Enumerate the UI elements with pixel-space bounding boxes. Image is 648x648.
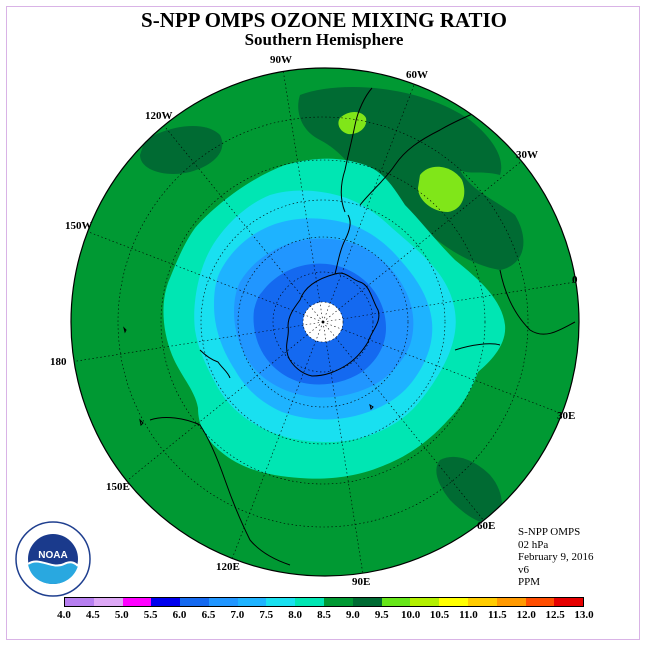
longitude-label: 180	[50, 356, 67, 368]
legend-tick-label: 13.0	[574, 609, 594, 621]
contour-9-5-a	[338, 112, 367, 135]
longitude-label: 30E	[557, 410, 576, 422]
legend-swatch	[93, 598, 123, 606]
color-legend-ticks: 4.0 4.5 5.0 5.5 6.0 6.5 7.0 7.5 8.0 8.5 9.0 9.5 10.0…	[57, 607, 594, 623]
legend-swatch	[352, 598, 382, 606]
legend-swatch	[180, 598, 209, 606]
legend-tick-label: 5.5	[143, 609, 158, 621]
island-2	[123, 326, 127, 334]
legend-swatch	[237, 598, 267, 606]
legend-swatch	[65, 598, 94, 606]
legend-tick-label: 7.0	[230, 609, 245, 621]
info-product: S-NPP OMPS	[518, 526, 581, 538]
figure-title: S-NPP OMPS OZONE MIXING RATIO	[141, 8, 507, 32]
new-zealand-coast	[199, 349, 231, 379]
product-info: S-NPP OMPS 02 hPa February 9, 2016 v6 PP…	[518, 526, 593, 589]
legend-tick-label: 11.0	[459, 609, 478, 621]
contour-9-0-upper-left	[140, 125, 223, 175]
map-boundary	[70, 67, 580, 577]
legend-swatch	[467, 598, 497, 606]
info-date: February 9, 2016	[518, 551, 594, 563]
graticule	[72, 71, 574, 573]
legend-swatch	[410, 598, 440, 606]
lat-circle-6	[117, 116, 529, 528]
longitude-label: 120W	[145, 110, 173, 122]
legend-tick-label: 12.5	[545, 609, 565, 621]
island-3	[369, 403, 374, 410]
legend-swatch	[525, 598, 555, 606]
africa-coast	[454, 269, 576, 351]
legend-tick-label: 11.5	[488, 609, 507, 621]
longitude-label: 60W	[406, 69, 428, 81]
longitude-label: 120E	[216, 561, 240, 573]
legend-swatch	[295, 598, 325, 606]
lat-circle-4	[200, 199, 446, 445]
figure-subtitle: Southern Hemisphere	[244, 30, 404, 49]
longitude-label: 30W	[516, 149, 538, 161]
legend-tick-label: 6.0	[172, 609, 187, 621]
legend-tick-label: 4.5	[86, 609, 100, 621]
noaa-logo-text: NOAA	[38, 550, 67, 561]
info-level: 02 hPa	[518, 538, 549, 551]
legend-tick-label: 8.5	[317, 609, 331, 621]
legend-tick-label: 6.5	[201, 609, 216, 621]
legend-swatch	[439, 598, 468, 606]
lat-circle-1	[302, 301, 344, 343]
figure-frame	[6, 6, 640, 640]
legend-swatch	[496, 598, 526, 606]
lat-circle-3	[237, 236, 409, 408]
legend-tick-label: 9.0	[346, 609, 360, 621]
longitude-label: 90W	[270, 54, 292, 66]
legend-tick-label: 4.0	[57, 609, 71, 621]
longitude-label: 150W	[65, 220, 93, 232]
legend-swatch	[554, 598, 584, 606]
legend-tick-label: 8.0	[288, 609, 302, 621]
longitude-label: 90E	[352, 576, 371, 588]
lat-circle-5	[160, 159, 486, 485]
australia-coast	[149, 417, 291, 566]
island-1	[139, 418, 144, 427]
legend-swatch	[324, 598, 353, 606]
legend-swatch	[122, 598, 152, 606]
legend-tick-label: 9.5	[374, 609, 389, 621]
ozone-field	[71, 68, 579, 576]
legend-tick-label: 10.0	[401, 609, 421, 621]
info-version: v6	[518, 563, 529, 576]
color-legend-bar	[64, 597, 584, 607]
legend-swatch	[266, 598, 296, 606]
legend-swatch	[151, 598, 181, 606]
contour-9-5-b	[418, 166, 465, 212]
legend-tick-label: 12.0	[516, 609, 536, 621]
legend-tick-label: 7.5	[259, 609, 274, 621]
legend-tick-label: 5.0	[114, 609, 129, 621]
pole-dot	[321, 320, 325, 324]
legend-tick-label: 10.5	[429, 609, 450, 621]
longitude-label: 60E	[477, 520, 496, 532]
longitude-label: 0	[572, 274, 578, 286]
noaa-logo: NOAA	[15, 521, 91, 597]
antarctica-coast	[286, 272, 380, 377]
legend-swatch	[208, 598, 238, 606]
antarctic-peninsula	[334, 214, 351, 275]
lat-circle-2	[272, 271, 374, 373]
info-units: PPM	[518, 576, 541, 588]
contour-9-0-lower-right	[436, 456, 502, 525]
legend-swatch	[381, 598, 411, 606]
longitude-label: 150E	[106, 481, 130, 493]
